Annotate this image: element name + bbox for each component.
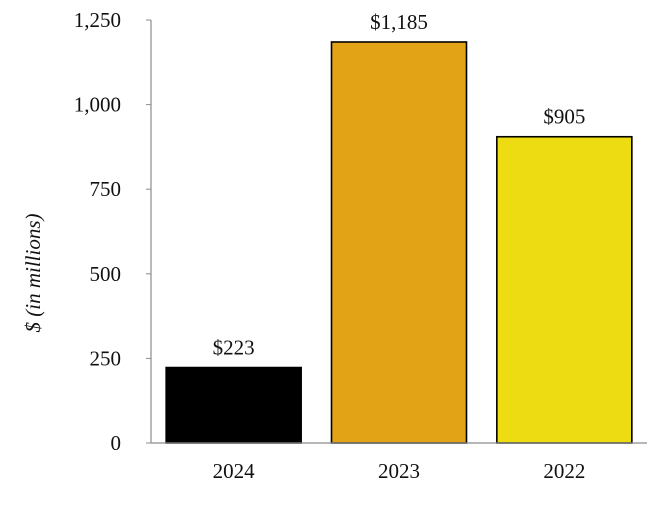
x-tick-label: 2022	[543, 459, 585, 483]
data-label-2022: $905	[543, 105, 585, 129]
bar-2022	[496, 135, 633, 444]
data-label-2024: $223	[213, 336, 255, 360]
y-tick-label: 1,250	[74, 8, 121, 32]
y-tick-label: 750	[90, 177, 122, 201]
y-tick-label: 0	[111, 431, 122, 455]
x-tick-label: 2023	[378, 459, 420, 483]
y-tick-label: 1,000	[74, 93, 121, 117]
y-tick-label: 500	[90, 262, 122, 286]
y-tick-label: 250	[90, 346, 122, 370]
bar-2024	[165, 366, 302, 444]
data-label-2023: $1,185	[370, 10, 428, 34]
y-axis-title: $ (in millions)	[21, 213, 45, 332]
x-tick-label: 2024	[213, 459, 256, 483]
bar-2023	[330, 41, 468, 444]
